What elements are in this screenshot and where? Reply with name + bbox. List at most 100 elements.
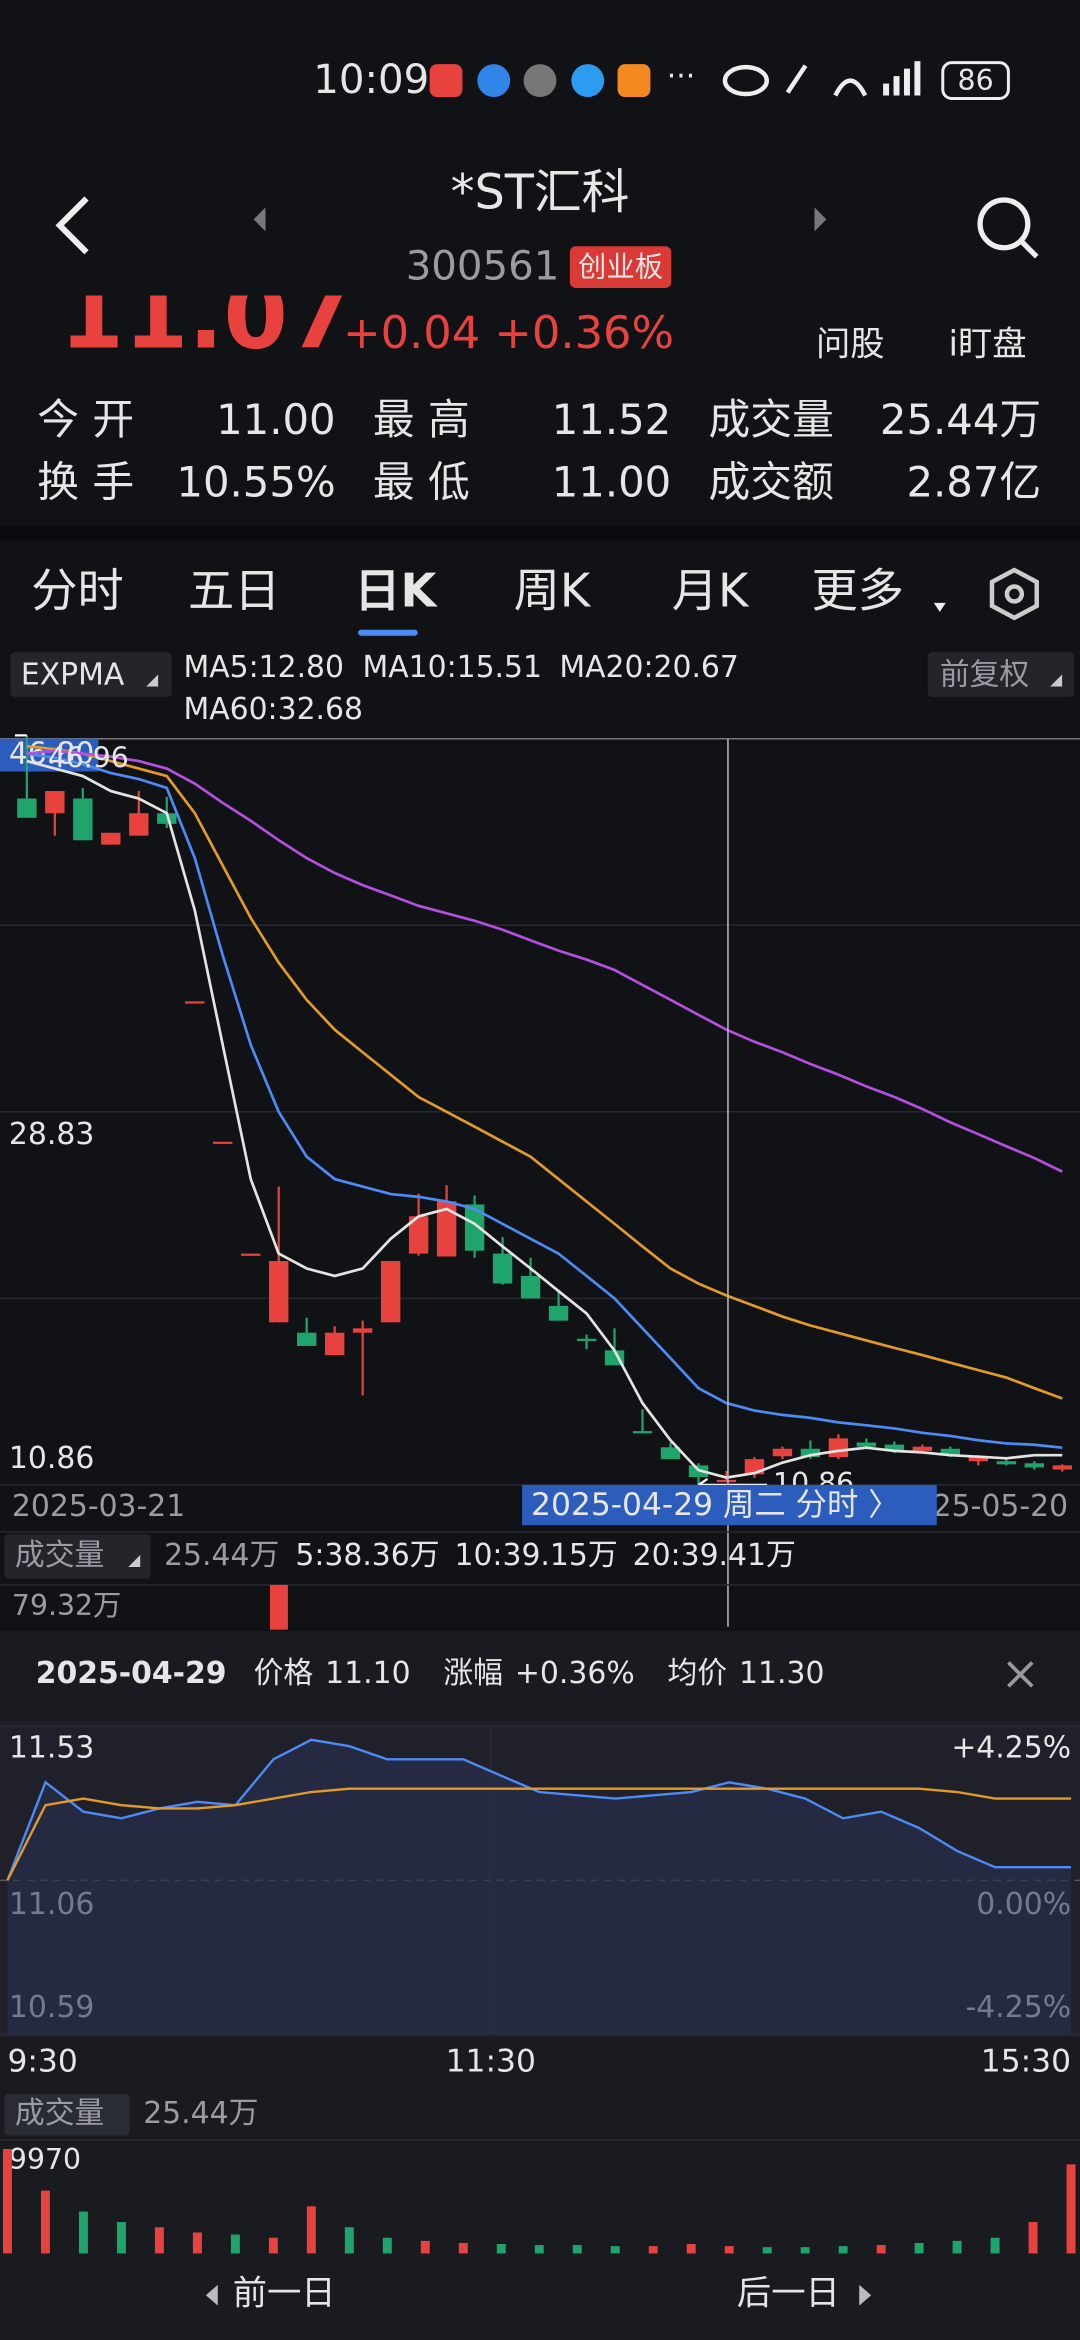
y2-tick-label: +4.25% xyxy=(951,1731,1071,1766)
candle-body xyxy=(1052,1465,1072,1470)
candle-body xyxy=(464,1204,485,1251)
adjust-label: 前复权 xyxy=(940,658,1029,693)
volume-bar xyxy=(154,2227,164,2254)
candle-body xyxy=(241,1253,261,1256)
candle-body xyxy=(800,1448,821,1458)
volume-bar xyxy=(458,2242,468,2254)
volume-bar xyxy=(610,2246,620,2254)
intraday-volume-total: 25.44万 xyxy=(143,2096,258,2131)
candle-body xyxy=(129,813,149,836)
candle-body xyxy=(324,1332,345,1356)
candle-body xyxy=(828,1438,849,1458)
prev-stock[interactable] xyxy=(253,207,266,232)
volume-bar xyxy=(40,2190,50,2254)
crosshair-label[interactable]: 2025-04-29 周二 分时 〉 xyxy=(531,1487,900,1523)
prev-day[interactable]: 前一日 xyxy=(233,2274,336,2314)
price-area xyxy=(7,1739,1072,2035)
volume-bar xyxy=(268,2237,278,2254)
candle-body xyxy=(157,813,177,824)
candle-body xyxy=(968,1457,989,1462)
candle-body xyxy=(408,1216,429,1254)
volume-bar xyxy=(382,2237,392,2254)
candle-body xyxy=(884,1444,905,1451)
x-tick-label: 15:30 xyxy=(981,2043,1071,2079)
ma-line xyxy=(26,744,1063,1400)
volume-bar xyxy=(800,2247,810,2254)
divider xyxy=(0,525,1080,541)
volume-bar xyxy=(534,2245,544,2254)
quote-clip: 11.07 xyxy=(60,295,353,369)
ma-line xyxy=(26,759,1063,1479)
field-label: 均价 xyxy=(667,1656,727,1691)
tab[interactable]: 日K xyxy=(354,563,438,617)
adjust-box[interactable] xyxy=(927,652,1075,697)
y-tick-label: 11.53 xyxy=(9,1731,94,1766)
next-stock[interactable] xyxy=(814,207,827,232)
x-start-label: 2025-03-21 xyxy=(12,1489,185,1524)
next-day[interactable]: 后一日 xyxy=(737,2274,840,2314)
stat-label: 今 开 xyxy=(37,395,134,444)
candle-body xyxy=(297,1332,317,1346)
y-tick-label: 9970 xyxy=(9,2143,81,2176)
candle-body xyxy=(73,798,93,841)
volume-bar xyxy=(344,2227,354,2254)
volume-bar xyxy=(572,2245,582,2254)
volume-bar xyxy=(306,2206,316,2254)
tab[interactable]: 五日 xyxy=(188,563,280,617)
tab[interactable]: 分时 xyxy=(31,563,123,617)
volume-bar xyxy=(952,2240,962,2254)
indicator-box[interactable] xyxy=(10,652,172,697)
action-watch[interactable]: i盯盘 xyxy=(948,325,1026,365)
field-label: 涨幅 xyxy=(443,1656,503,1691)
volume-bar xyxy=(230,2234,240,2254)
ma-line xyxy=(26,749,1063,1173)
stat-value: 2.87亿 xyxy=(906,458,1041,507)
close-button[interactable] xyxy=(1007,1661,1034,1688)
tab[interactable]: 周K xyxy=(514,563,592,617)
legend-entry: MA10:15.51 xyxy=(362,650,542,685)
intraday-fields: 价格 11.10 涨幅 +0.36% 均价 11.30 xyxy=(254,1656,825,1691)
settings-button[interactable] xyxy=(989,567,1039,621)
candle-body xyxy=(17,798,37,818)
candle-body xyxy=(856,1442,877,1447)
adjust-arrow xyxy=(1050,674,1063,687)
indicator-name: EXPMA xyxy=(21,658,125,693)
stat-label: 成交额 xyxy=(709,458,834,507)
intraday-date: 2025-04-29 xyxy=(36,1656,227,1691)
volume-bar xyxy=(762,2247,772,2254)
search-button[interactable] xyxy=(977,197,1039,259)
volume-bar xyxy=(1066,2164,1076,2254)
volume-box[interactable] xyxy=(4,1534,151,1579)
volume-bar xyxy=(914,2242,924,2254)
volume-ma: 10:39.15万 xyxy=(454,1538,617,1573)
tab[interactable]: 更多 xyxy=(811,563,903,617)
volume-bar xyxy=(838,2246,848,2254)
field-value: 11.30 xyxy=(739,1656,824,1691)
candle-body xyxy=(45,791,65,814)
intraday-volume: 9970 xyxy=(2,2143,1076,2254)
divider xyxy=(0,1531,1080,1533)
action-ask[interactable]: 问股 xyxy=(816,325,885,365)
volume-ma-legend: 5:38.36万 10:39.15万 20:39.41万 xyxy=(295,1538,795,1573)
crosshair-badge[interactable] xyxy=(522,1484,937,1526)
stat-label: 成交量 xyxy=(709,395,834,444)
candle-body xyxy=(213,1141,233,1144)
candle-body xyxy=(660,1447,681,1460)
candle-body xyxy=(940,1448,961,1455)
stat-value: 10.55% xyxy=(176,458,335,507)
volume-bar xyxy=(686,2244,696,2254)
candle-body xyxy=(436,1201,457,1257)
status-icons: ··· xyxy=(429,59,1010,100)
volume-bar xyxy=(496,2244,506,2254)
back-button[interactable] xyxy=(55,196,89,255)
legend-entry: MA5:12.80 xyxy=(183,650,344,685)
tab[interactable]: 月K xyxy=(672,563,750,617)
volume-bar xyxy=(78,2211,88,2254)
intraday-volume-title: 成交量 xyxy=(15,2096,104,2131)
volume-bar xyxy=(876,2245,886,2254)
candle-body xyxy=(352,1328,373,1333)
price-change: +0.04 +0.36% xyxy=(343,306,674,359)
legend-entry: MA20:20.67 xyxy=(559,650,739,685)
volume-total: 25.44万 xyxy=(164,1538,279,1573)
volume-bar xyxy=(724,2246,734,2254)
